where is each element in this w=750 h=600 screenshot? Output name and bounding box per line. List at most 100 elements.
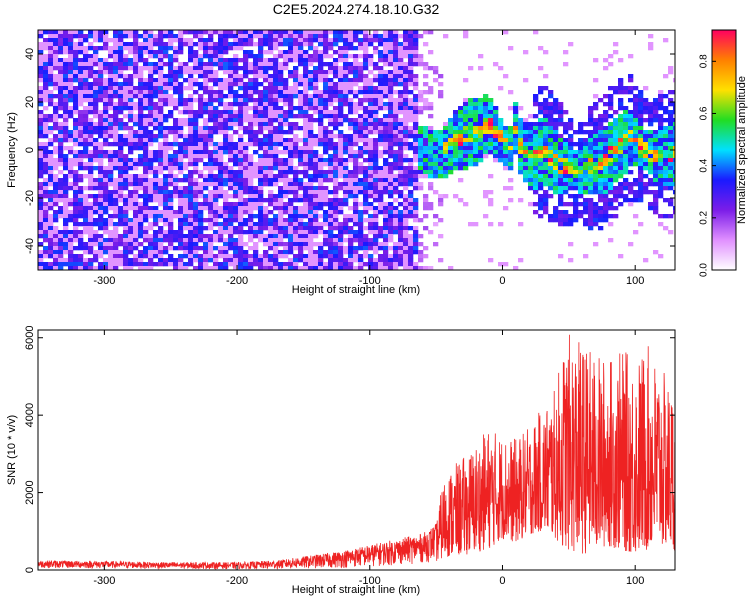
spectrogram-cell [333, 74, 339, 79]
spectrogram-cell [213, 142, 219, 147]
spectrogram-cell [123, 42, 129, 47]
spectrogram-cell [508, 186, 514, 191]
spectrogram-cell [233, 74, 239, 79]
spectrogram-cell [303, 54, 309, 59]
spectrogram-cell [483, 150, 489, 155]
spectrogram-cell [323, 134, 329, 139]
spectrogram-cell [63, 86, 69, 91]
spectrogram-cell [58, 58, 64, 63]
spectrogram-cell [273, 98, 279, 103]
spectrogram-cell [113, 86, 119, 91]
spectrogram-cell [88, 262, 94, 267]
spectrogram-cell [108, 122, 114, 127]
spectrogram-cell [293, 78, 299, 83]
spectrogram-cell [218, 30, 224, 35]
spectrogram-cell [258, 82, 264, 87]
spectrogram-cell [103, 66, 109, 71]
spectrogram-cell [118, 70, 124, 75]
spectrogram-cell [583, 218, 589, 223]
spectrogram-cell [588, 182, 594, 187]
spectrogram-cell [103, 90, 109, 95]
spectrogram-cell [238, 102, 244, 107]
spectrogram-cell [633, 126, 639, 131]
spectrogram-cell [413, 242, 419, 247]
spectrogram-cell [368, 86, 374, 91]
spectrogram-cell [343, 202, 349, 207]
spectrogram-cell [118, 206, 124, 211]
spectrogram-cell [458, 134, 464, 139]
spectrogram-cell [348, 158, 354, 163]
spectrogram-cell [143, 50, 149, 55]
spectrogram-cell [143, 86, 149, 91]
spectrogram-cell [388, 30, 394, 35]
spectrogram-cell [593, 222, 599, 227]
spectrogram-cell [368, 138, 374, 143]
spectrogram-cell [163, 154, 169, 159]
spectrogram-cell [513, 150, 519, 155]
spectrogram-cell [53, 50, 59, 55]
spectrogram-cell [108, 230, 114, 235]
spectrogram-cell [388, 142, 394, 147]
spectrogram-cell [108, 194, 114, 199]
spectrogram-cell [393, 154, 399, 159]
spectrogram-cell [113, 102, 119, 107]
spectrogram-cell [238, 154, 244, 159]
spectrogram-cell [598, 178, 604, 183]
spectrogram-cell [283, 66, 289, 71]
spectrogram-cell [603, 186, 609, 191]
spectrogram-cell [93, 238, 99, 243]
spectrogram-cell [618, 106, 624, 111]
spectrogram-cell [193, 82, 199, 87]
spectrogram-cell [263, 126, 269, 131]
spectrogram-cell [88, 74, 94, 79]
spectrogram-cell [308, 138, 314, 143]
spectrogram-cell [393, 30, 399, 35]
spectrogram-cell [183, 218, 189, 223]
spectrogram-cell [438, 258, 444, 263]
spectrogram-cell [408, 206, 414, 211]
spectrogram-cell [523, 130, 529, 135]
spectrogram-cell [338, 162, 344, 167]
spectrogram-cell [363, 34, 369, 39]
spectrogram-cell [38, 150, 44, 155]
spectrogram-cell [598, 134, 604, 139]
spectrogram-cell [88, 154, 94, 159]
spectrogram-cell [418, 154, 424, 159]
spectrogram-cell [418, 186, 424, 191]
spectrogram-cell [253, 174, 259, 179]
spectrogram-cell [623, 158, 629, 163]
spectrogram-cell [288, 142, 294, 147]
spectrogram-cell [428, 126, 434, 131]
spectrogram-cell [108, 254, 114, 259]
spectrogram-cell [598, 158, 604, 163]
spectrogram-cell [573, 166, 579, 171]
spectrogram-cell [593, 210, 599, 215]
spectrogram-cell [383, 30, 389, 35]
spectrogram-cell [83, 146, 89, 151]
spectrogram-cell [608, 62, 614, 67]
spectrogram-cell [228, 222, 234, 227]
spectrogram-cell [133, 182, 139, 187]
spectrogram-cell [68, 166, 74, 171]
spectrogram-cell [623, 90, 629, 95]
spectrogram-cell [398, 146, 404, 151]
spectrogram-cell [583, 130, 589, 135]
spectrogram-cell [548, 142, 554, 147]
spectrogram-cell [133, 58, 139, 63]
spectrogram-cell [108, 74, 114, 79]
spectrogram-cell [353, 266, 359, 270]
spectrogram-cell [43, 30, 49, 35]
spectrogram-cell [653, 198, 659, 203]
spectrogram-cell [118, 138, 124, 143]
spectrogram-cell [303, 262, 309, 267]
spectrogram-cell [93, 166, 99, 171]
spectrogram-cell [358, 74, 364, 79]
spectrogram-cell [128, 130, 134, 135]
spectrogram-cell [203, 194, 209, 199]
spectrogram-cell [168, 54, 174, 59]
spectrogram-cell [323, 106, 329, 111]
spectrogram-cell [533, 142, 539, 147]
spectrogram-cell [608, 86, 614, 91]
spectrogram-cell [103, 266, 109, 270]
spectrogram-cell [618, 158, 624, 163]
